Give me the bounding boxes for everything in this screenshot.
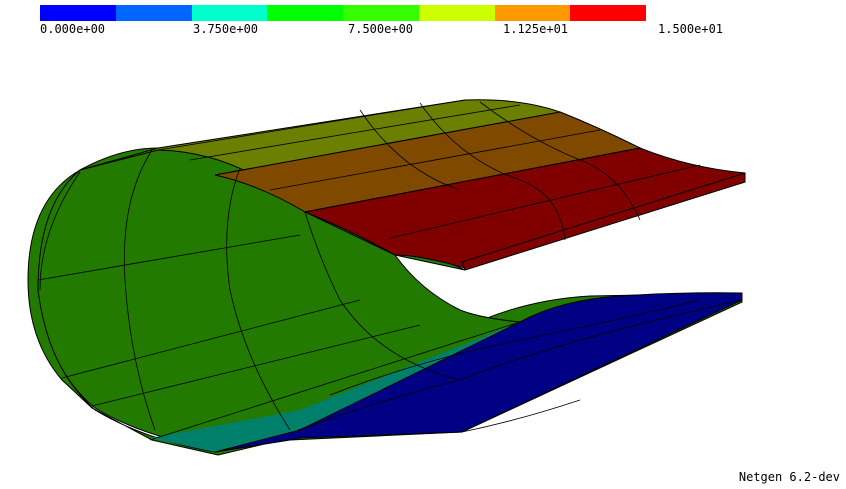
color-legend-bar: [40, 5, 646, 21]
upper-flap-edge: [461, 172, 746, 271]
legend-segment: [343, 5, 419, 21]
mesh-lines: [37, 99, 743, 441]
legend-segment: [494, 5, 571, 21]
legend-segment: [418, 5, 495, 21]
lower-flap-surface: [214, 292, 743, 453]
legend-segment: [191, 5, 268, 21]
legend-tick-label: 3.750e+00: [193, 22, 259, 36]
legend-segment: [267, 5, 343, 21]
legend-tick-label: 7.500e+00: [348, 22, 414, 36]
legend-tick-label: 0.000e+00: [40, 22, 106, 36]
legend-tick-label: 1.500e+01: [658, 22, 724, 36]
upper-flap-red: [303, 147, 746, 269]
legend-tick-label: 1.125e+01: [503, 22, 569, 36]
legend-segment: [40, 5, 116, 21]
legend-segment: [570, 5, 646, 21]
version-label: Netgen 6.2-dev: [738, 470, 840, 484]
legend-segment: [115, 5, 192, 21]
